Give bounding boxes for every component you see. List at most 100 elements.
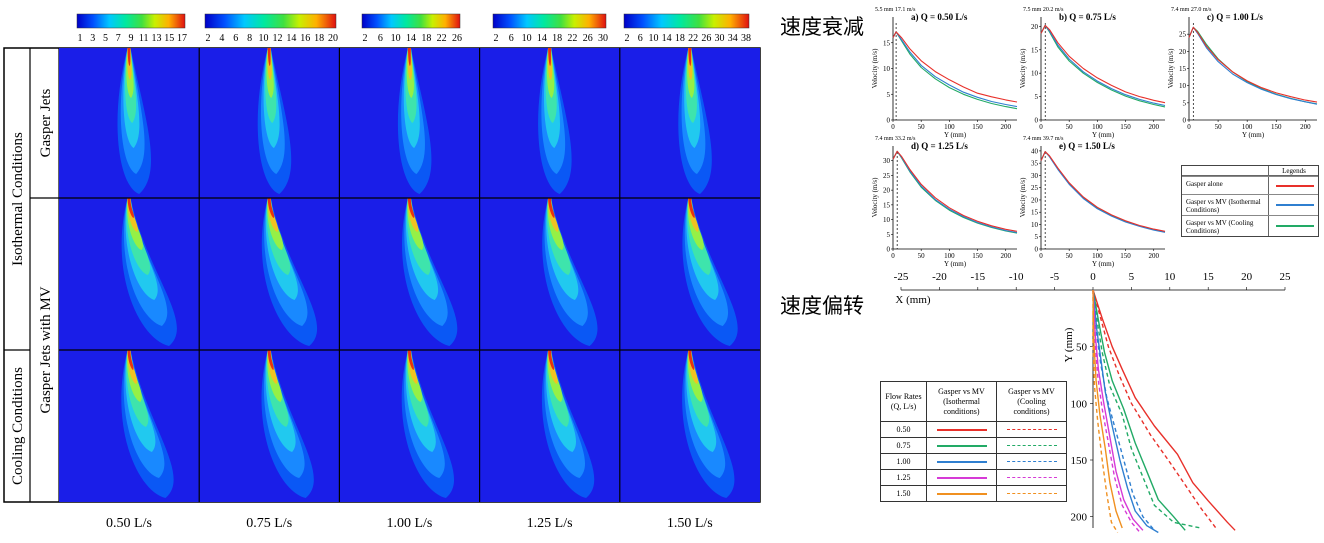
series-line — [892, 150, 1018, 234]
contour-cell — [339, 198, 480, 350]
column-label: 0.75 L/s — [246, 516, 292, 531]
colorbar-tick-label: 7 — [116, 33, 121, 44]
colorbar-tick-label: 6 — [509, 33, 514, 44]
chart-title: a) Q = 0.50 L/s — [911, 12, 968, 22]
y-axis-label: Velocity (m/s) — [1019, 177, 1027, 218]
x-tick-label: 50 — [918, 123, 926, 131]
series-line — [892, 31, 1018, 108]
series-line — [892, 150, 1018, 232]
x-tick-label: -5 — [1050, 271, 1060, 283]
line-swatch — [1006, 493, 1057, 494]
colorbar-tick-label: 14 — [537, 33, 547, 44]
colorbar-tick-label: 9 — [129, 33, 134, 44]
legend-item: Gasper vs MV (Cooling Conditions) — [1182, 215, 1318, 237]
contour-band — [407, 350, 414, 370]
x-tick-label: 15 — [1203, 271, 1215, 283]
colorbar-tick-label: 22 — [437, 33, 447, 44]
contour-band — [548, 350, 555, 370]
colorbar-tick-label: 2 — [494, 33, 499, 44]
y-tick-label: 5 — [1183, 99, 1187, 107]
y-tick-label: 5 — [887, 91, 891, 99]
x-tick-label: 0 — [1039, 252, 1043, 260]
x-tick-label: 0 — [1090, 271, 1096, 283]
colorbar-tick-label: 10 — [391, 33, 401, 44]
legend-title: Legends — [1282, 167, 1306, 175]
x-tick-label: 150 — [1120, 252, 1131, 260]
colorbar — [361, 13, 461, 29]
line-swatch — [1006, 461, 1057, 462]
x-axis-label: Y (mm) — [944, 260, 967, 268]
colorbar-tick-label: 2 — [206, 33, 211, 44]
y-tick-label: 100 — [1071, 398, 1088, 410]
legend-item: Gasper alone — [1182, 176, 1318, 194]
contour-cell — [199, 48, 340, 198]
legend-swatch — [1276, 185, 1314, 187]
table-row: 1.00 — [880, 453, 1067, 470]
chart-title: e) Q = 1.50 L/s — [1059, 141, 1115, 151]
contour-band — [548, 198, 555, 218]
legend-label: Gasper alone — [1186, 180, 1223, 188]
contour-band — [407, 48, 411, 66]
colorbar-tick-label: 26 — [452, 33, 462, 44]
flow-rate-table: Flow Rates (Q, L/s) Gasper vs MV (Isothe… — [880, 381, 1067, 502]
line-swatch — [936, 476, 987, 479]
dashed-swatch-cell — [996, 421, 1067, 438]
y-tick-label: 10 — [1031, 221, 1039, 229]
y-tick-label: 30 — [883, 157, 891, 165]
colorbar-tick-label: 30 — [598, 33, 608, 44]
colorbar-tick-label: 17 — [177, 33, 187, 44]
y-tick-label: 25 — [1179, 31, 1187, 39]
solid-swatch-cell — [926, 485, 997, 502]
y-tick-label: 15 — [1031, 46, 1039, 54]
y-tick-label: 10 — [1031, 70, 1039, 78]
contour-band — [407, 198, 415, 218]
flow-rate-cell: 1.00 — [880, 453, 927, 470]
x-tick-label: 25 — [1280, 271, 1292, 283]
line-swatch — [1006, 445, 1057, 446]
chart-title: c) Q = 1.00 L/s — [1207, 12, 1263, 22]
y-tick-label: 40 — [1031, 147, 1039, 155]
series-line — [1188, 26, 1318, 105]
colorbar-tick-label: 11 — [139, 33, 149, 44]
chart-title: d) Q = 1.25 L/s — [911, 141, 968, 151]
line-swatch — [1006, 429, 1057, 430]
y-tick-label: 15 — [883, 201, 891, 209]
peak-annotation: 7.4 mm 33.2 m/s — [875, 136, 916, 142]
contour-band — [267, 198, 275, 218]
contour-cell — [59, 198, 200, 350]
colorbar-tick-label: 10 — [648, 33, 658, 44]
contour-cell — [339, 48, 480, 198]
series-line — [892, 31, 1018, 110]
contour-cell — [59, 350, 200, 502]
deflection-series-line — [1092, 289, 1144, 531]
x-axis-label: Y (mm) — [1242, 131, 1265, 139]
table-header: Gasper vs MV (Cooling conditions) — [996, 381, 1067, 422]
colorbar-tick-label: 2 — [625, 33, 630, 44]
y-tick-label: 20 — [1031, 196, 1039, 204]
y-tick-label: 20 — [1179, 48, 1187, 56]
colorbar-tick-label: 26 — [583, 33, 593, 44]
contour-cell — [619, 350, 760, 502]
row-group-label: Isothermal Conditions — [10, 132, 26, 266]
contour-band — [548, 48, 552, 66]
solid-swatch-cell — [926, 453, 997, 470]
colorbar-tick-label: 12 — [272, 33, 282, 44]
y-axis-label: Y (mm) — [1063, 327, 1075, 362]
chart-title: b) Q = 0.75 L/s — [1059, 12, 1116, 22]
colorbar-tick-label: 6 — [233, 33, 238, 44]
decay-chart: 0 50 100 150 200 0 5 10 15 Y (mm) Velocity (m/s) a)… — [871, 7, 1018, 139]
y-tick-label: 0 — [887, 246, 891, 254]
contour-band — [127, 48, 131, 66]
series-line — [1040, 24, 1166, 108]
x-tick-label: 100 — [1242, 123, 1253, 131]
y-tick-label: 0 — [1035, 246, 1039, 254]
y-tick-label: 10 — [883, 65, 891, 73]
peak-annotation: 7.5 mm 20.2 m/s — [1023, 7, 1064, 13]
peak-annotation: 5.5 mm 17.1 m/s — [875, 7, 916, 13]
column-label: 1.25 L/s — [527, 516, 573, 531]
y-tick-label: 25 — [1031, 184, 1039, 192]
y-tick-label: 150 — [1071, 455, 1088, 467]
colorbar-tick-label: 8 — [247, 33, 252, 44]
y-axis-label: Velocity (m/s) — [1019, 48, 1027, 89]
